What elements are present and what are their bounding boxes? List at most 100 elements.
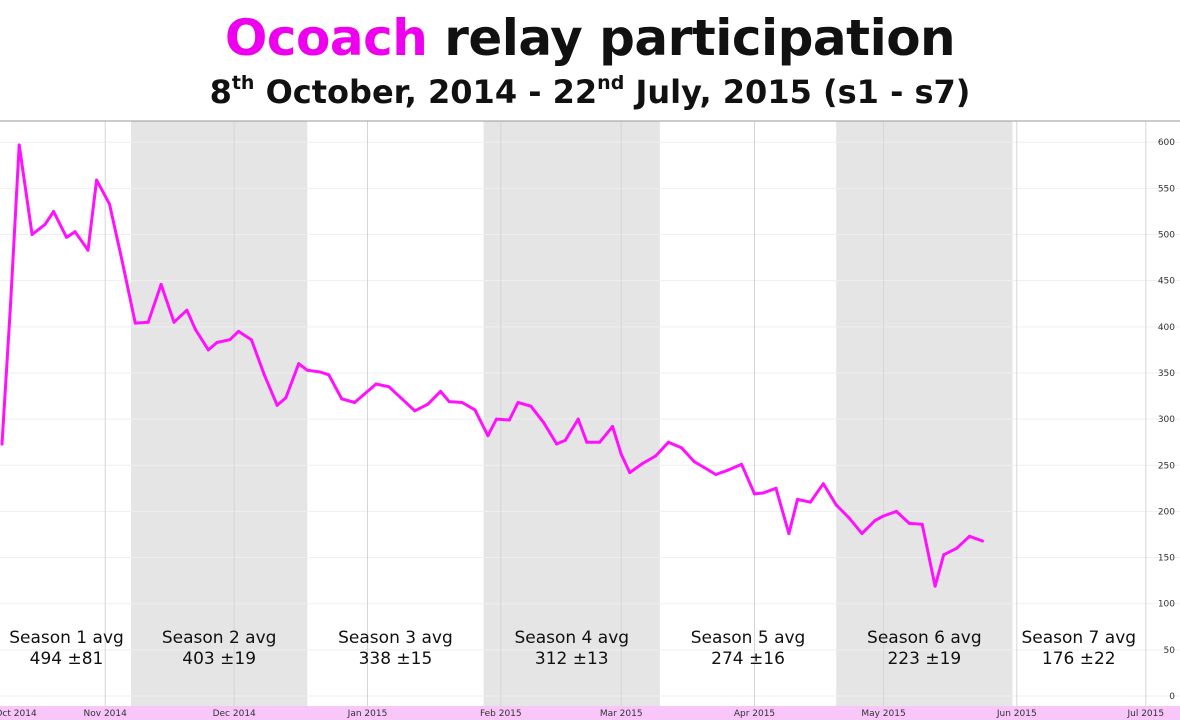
data-point <box>628 471 632 475</box>
data-point <box>740 462 744 466</box>
data-point <box>52 209 56 213</box>
title-rest: relay participation <box>427 9 956 67</box>
season-4-label: Season 4 avg <box>514 628 629 648</box>
subtitle-ordinal-start: th <box>231 72 255 94</box>
x-axis-strip <box>0 706 1180 720</box>
season-5-label: Season 5 avg <box>691 628 806 648</box>
data-point <box>473 408 477 412</box>
y-tick-label: 50 <box>1164 646 1176 656</box>
data-point <box>894 509 898 513</box>
season-2-label: Season 2 avg <box>162 628 277 648</box>
data-point <box>516 401 520 405</box>
y-tick-label: 400 <box>1158 323 1175 333</box>
data-point <box>327 373 331 377</box>
season-7-stat: 176 ±22 <box>1042 649 1116 669</box>
data-point <box>73 230 77 234</box>
season-7-label: Season 7 avg <box>1021 628 1136 648</box>
data-point <box>576 417 580 421</box>
y-tick-label: 550 <box>1158 184 1175 194</box>
x-axis-ticks: Oct 2014 Nov 2014 Dec 2014 Jan 2015 Feb 2015… <box>0 709 1164 719</box>
data-point <box>753 492 756 496</box>
data-point <box>262 373 266 377</box>
y-tick-label: 500 <box>1158 231 1175 241</box>
data-point <box>942 553 946 557</box>
y-tick-label: 600 <box>1158 138 1175 148</box>
season-band-6 <box>836 121 1013 706</box>
data-point <box>297 362 301 366</box>
x-tick-label: Feb 2015 <box>480 709 522 719</box>
data-point <box>679 446 683 450</box>
season-band-4 <box>483 121 660 706</box>
data-point <box>460 401 464 405</box>
data-point <box>787 532 791 536</box>
data-point <box>284 396 288 400</box>
data-point <box>585 440 589 444</box>
x-tick-label: Apr 2015 <box>734 709 775 719</box>
data-point <box>43 222 47 226</box>
data-point <box>340 397 344 401</box>
data-point <box>542 421 546 425</box>
data-point <box>486 434 490 438</box>
data-point <box>387 385 391 389</box>
y-tick-label: 350 <box>1158 369 1175 379</box>
x-tick-label: Jan 2015 <box>347 709 388 719</box>
data-point <box>727 468 731 472</box>
data-point <box>920 522 924 526</box>
y-tick-label: 100 <box>1158 600 1175 610</box>
season-1-stat: 494 ±81 <box>30 649 104 669</box>
y-tick-label: 0 <box>1169 692 1175 702</box>
data-point <box>108 202 111 206</box>
data-point <box>185 308 189 312</box>
x-tick-label: Oct 2014 <box>0 709 37 719</box>
data-point <box>667 440 670 444</box>
data-point <box>714 472 718 476</box>
gridlines <box>0 121 1180 706</box>
data-point <box>361 393 365 397</box>
data-point <box>834 503 838 507</box>
data-point <box>249 338 253 342</box>
subtitle-ordinal-end: nd <box>597 72 625 94</box>
season-4-stat: 312 ±13 <box>535 649 609 669</box>
data-point <box>507 418 511 422</box>
data-point <box>654 454 658 458</box>
season-5-stat: 274 ±16 <box>711 649 785 669</box>
data-point <box>206 348 210 352</box>
data-point <box>774 486 778 490</box>
y-tick-label: 150 <box>1158 554 1175 564</box>
data-point <box>172 320 176 324</box>
data-point <box>86 248 90 252</box>
data-point <box>873 519 877 523</box>
data-point <box>413 409 417 413</box>
data-point <box>847 516 851 520</box>
data-point <box>761 491 765 495</box>
y-tick-label: 200 <box>1158 507 1175 517</box>
data-point <box>611 424 615 428</box>
y-axis-ticks: 0 50 100 150 200 250 300 350 400 450 500 550 600 <box>1158 138 1175 702</box>
data-point <box>933 584 937 588</box>
data-point <box>0 442 4 446</box>
data-point <box>968 534 971 538</box>
data-point <box>120 260 124 264</box>
participation-line <box>0 143 984 588</box>
x-tick-label: Mar 2015 <box>600 709 643 719</box>
data-point <box>374 382 378 386</box>
data-point <box>980 539 984 543</box>
data-point <box>353 401 357 405</box>
data-point <box>882 514 885 518</box>
y-tick-label: 250 <box>1158 461 1175 471</box>
chart-header: Ocoach relay participation 8th October, … <box>0 0 1180 118</box>
data-point <box>95 178 99 182</box>
data-point <box>146 320 150 324</box>
x-tick-label: Dec 2014 <box>213 709 256 719</box>
data-point <box>619 452 623 456</box>
data-point <box>318 370 322 374</box>
subtitle-day-start: 8 <box>209 73 232 111</box>
season-3-stat: 338 ±15 <box>359 649 433 669</box>
x-tick-label: Jul 2015 <box>1126 709 1164 719</box>
data-point <box>159 282 163 286</box>
data-point <box>955 546 959 550</box>
data-point <box>65 235 68 239</box>
season-6-label: Season 6 avg <box>867 628 982 648</box>
data-point <box>821 482 825 486</box>
